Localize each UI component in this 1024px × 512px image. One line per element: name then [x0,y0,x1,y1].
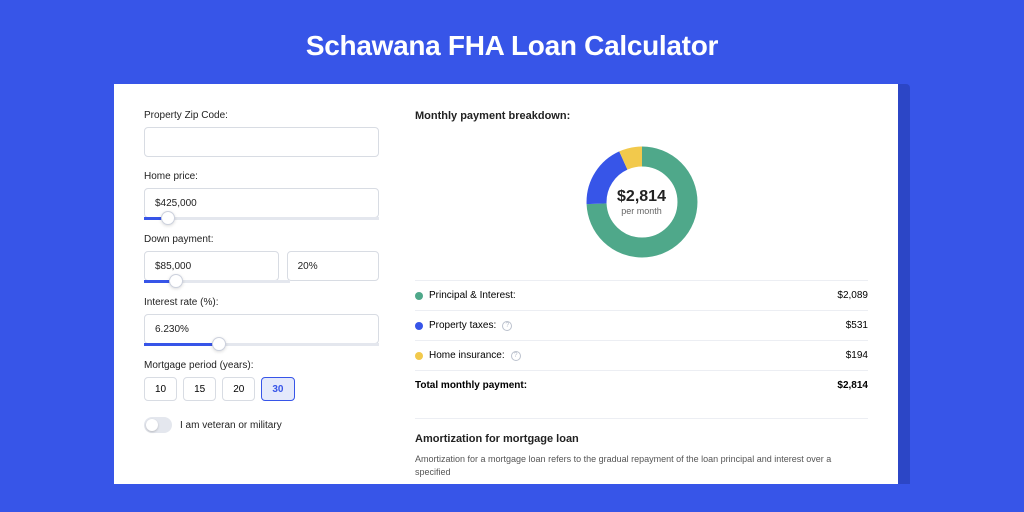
zip-field: Property Zip Code: [144,110,379,157]
interest-rate-input[interactable] [144,314,379,344]
breakdown-title: Monthly payment breakdown: [415,110,868,122]
interest-rate-slider-thumb[interactable] [212,337,226,351]
down-payment-label: Down payment: [144,234,379,245]
breakdown-line-value: $194 [846,350,868,361]
mortgage-period-field: Mortgage period (years): 10152030 [144,360,379,401]
mortgage-period-pill-30[interactable]: 30 [261,377,294,401]
breakdown-line-name: Property taxes: [429,320,496,331]
calculator-panel: Property Zip Code: Home price: Down paym… [114,84,898,484]
breakdown-line: Home insurance:? $194 [415,340,868,370]
down-payment-slider-thumb[interactable] [169,274,183,288]
legend-dot [415,352,423,360]
donut-sublabel: per month [621,206,662,216]
breakdown-line-value: $531 [846,320,868,331]
info-icon[interactable]: ? [511,351,521,361]
veteran-toggle-row: I am veteran or military [144,417,379,433]
calculator-container: Property Zip Code: Home price: Down paym… [0,84,1024,484]
form-column: Property Zip Code: Home price: Down paym… [144,110,379,458]
total-value: $2,814 [837,380,868,391]
down-payment-input[interactable] [144,251,279,281]
total-line: Total monthly payment: $2,814 [415,370,868,400]
breakdown-line-name: Home insurance: [429,350,505,361]
mortgage-period-label: Mortgage period (years): [144,360,379,371]
home-price-slider[interactable] [144,217,379,220]
mortgage-period-pill-10[interactable]: 10 [144,377,177,401]
down-payment-pct-input[interactable] [287,251,379,281]
down-payment-field: Down payment: [144,234,379,283]
calculator-shadow: Property Zip Code: Home price: Down paym… [114,84,910,484]
breakdown-lines: Principal & Interest: $2,089 Property taxe… [415,280,868,370]
amortization-title: Amortization for mortgage loan [415,433,868,445]
breakdown-line: Principal & Interest: $2,089 [415,280,868,310]
mortgage-period-pill-15[interactable]: 15 [183,377,216,401]
breakdown-column: Monthly payment breakdown: $2,814 per mo… [415,110,868,458]
mortgage-period-pill-20[interactable]: 20 [222,377,255,401]
donut-chart: $2,814 per month [582,142,702,262]
legend-dot [415,322,423,330]
interest-rate-slider[interactable] [144,343,379,346]
home-price-input[interactable] [144,188,379,218]
breakdown-line-value: $2,089 [837,290,868,301]
amortization-section: Amortization for mortgage loan Amortizat… [415,418,868,478]
zip-input[interactable] [144,127,379,157]
home-price-field: Home price: [144,171,379,220]
total-label: Total monthly payment: [415,380,527,391]
page-title: Schawana FHA Loan Calculator [0,0,1024,84]
zip-label: Property Zip Code: [144,110,379,121]
amortization-text: Amortization for a mortgage loan refers … [415,453,868,478]
veteran-label: I am veteran or military [180,420,282,431]
interest-rate-field: Interest rate (%): [144,297,379,346]
info-icon[interactable]: ? [502,321,512,331]
veteran-toggle[interactable] [144,417,172,433]
veteran-toggle-thumb [146,419,158,431]
home-price-slider-thumb[interactable] [161,211,175,225]
breakdown-line-name: Principal & Interest: [429,290,516,301]
donut-chart-wrap: $2,814 per month [415,128,868,280]
down-payment-slider[interactable] [144,280,290,283]
home-price-label: Home price: [144,171,379,182]
interest-rate-label: Interest rate (%): [144,297,379,308]
donut-value: $2,814 [617,188,666,206]
breakdown-line: Property taxes:? $531 [415,310,868,340]
mortgage-period-pills: 10152030 [144,377,379,401]
legend-dot [415,292,423,300]
